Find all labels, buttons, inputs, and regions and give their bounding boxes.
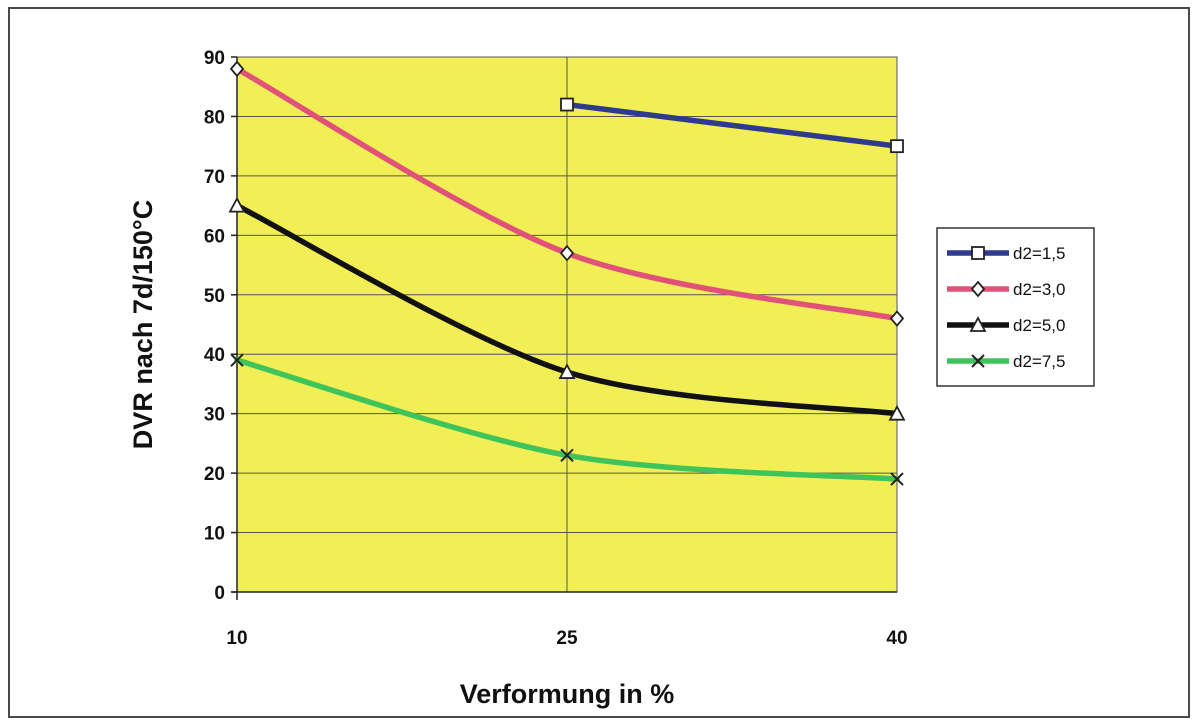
x-tick-label: 25 bbox=[556, 628, 578, 649]
data-point-square bbox=[890, 139, 904, 154]
gridlines bbox=[236, 56, 898, 593]
legend-marker bbox=[971, 246, 985, 260]
legend-label: d2=1,5 bbox=[1013, 244, 1065, 263]
legend-marker bbox=[970, 280, 986, 298]
y-tick-label: 80 bbox=[204, 107, 225, 128]
legend-label: d2=3,0 bbox=[1013, 280, 1065, 299]
legend-item: d2=3,0 bbox=[947, 280, 1065, 299]
x-tick-labels: 10 25 40 bbox=[226, 628, 907, 649]
data-point-cross bbox=[560, 448, 574, 462]
y-tick-label: 30 bbox=[204, 405, 225, 426]
series-lines bbox=[228, 60, 906, 486]
legend-label: d2=7,5 bbox=[1013, 352, 1065, 371]
legend: d2=1,5 d2=3,0 d2=5,0 d2=7,5 bbox=[936, 227, 1095, 387]
axes bbox=[231, 56, 897, 600]
y-tick-label: 40 bbox=[204, 345, 225, 366]
y-tick-label: 60 bbox=[204, 226, 225, 247]
y-axis-title: DVR nach 7d/150°C bbox=[128, 200, 158, 449]
y-tick-label: 20 bbox=[204, 464, 225, 485]
data-point-diamond bbox=[889, 310, 905, 327]
legend-item: d2=5,0 bbox=[947, 316, 1065, 335]
data-point-triangle bbox=[228, 196, 246, 213]
y-tick-label: 70 bbox=[204, 167, 225, 188]
y-tick-label: 50 bbox=[204, 286, 225, 307]
y-tick-label: 90 bbox=[204, 48, 225, 69]
legend-marker bbox=[969, 316, 987, 332]
series-line bbox=[564, 101, 900, 149]
data-point-cross bbox=[230, 353, 244, 367]
series-1 bbox=[560, 97, 904, 154]
legend-label: d2=5,0 bbox=[1013, 316, 1065, 335]
series-4 bbox=[230, 353, 904, 486]
legend-item: d2=7,5 bbox=[947, 352, 1065, 371]
x-axis-title: Verformung in % bbox=[460, 679, 675, 709]
data-point-triangle bbox=[558, 363, 576, 379]
y-tick-label: 10 bbox=[204, 524, 225, 545]
data-point-triangle bbox=[888, 404, 906, 421]
y-tick-label: 0 bbox=[214, 583, 225, 604]
legend-marker bbox=[971, 354, 985, 368]
data-point-diamond bbox=[229, 60, 245, 78]
x-tick-label: 40 bbox=[886, 628, 907, 649]
data-point-square bbox=[560, 97, 574, 112]
data-point-diamond bbox=[559, 244, 575, 262]
legend-item: d2=1,5 bbox=[947, 244, 1065, 263]
data-point-cross bbox=[890, 472, 904, 486]
series-2 bbox=[229, 60, 905, 327]
y-tick-labels: 0 10 20 30 40 50 60 70 80 90 bbox=[204, 48, 225, 604]
x-tick-label: 10 bbox=[226, 628, 247, 649]
series-3 bbox=[228, 196, 906, 421]
